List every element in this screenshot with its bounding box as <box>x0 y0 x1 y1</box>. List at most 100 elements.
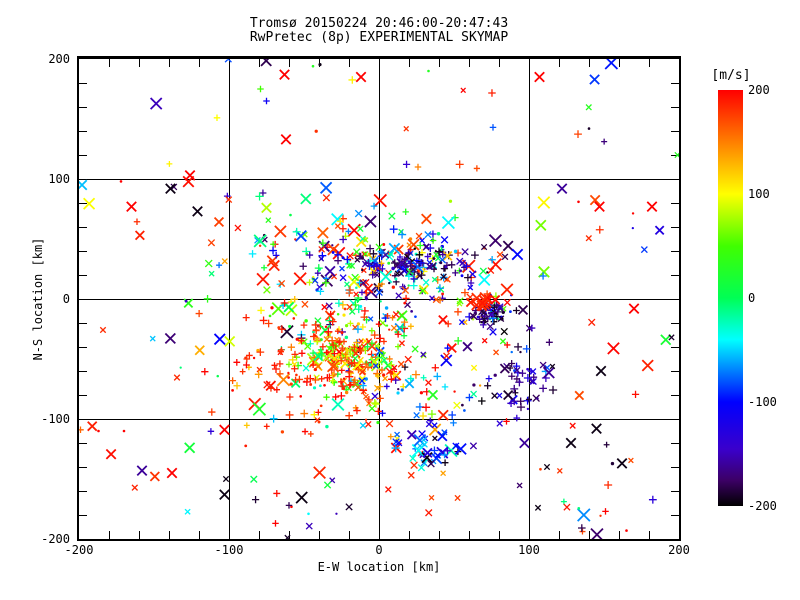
minor-tick-y <box>671 154 679 156</box>
scatter-point <box>323 349 330 356</box>
scatter-point <box>346 303 353 311</box>
scatter-point <box>291 350 299 358</box>
minor-tick-y <box>671 202 679 204</box>
scatter-point <box>339 274 347 282</box>
scatter-point <box>400 318 409 326</box>
scatter-point <box>342 351 349 358</box>
scatter-point <box>314 129 318 133</box>
scatter-point <box>229 377 237 385</box>
scatter-point <box>427 389 439 400</box>
minor-tick-y <box>671 346 679 348</box>
scatter-point <box>280 324 294 339</box>
scatter-point <box>329 377 337 385</box>
scatter-point <box>488 89 496 97</box>
scatter-point <box>379 265 386 272</box>
scatter-point <box>277 348 285 355</box>
scatter-point <box>332 393 340 401</box>
scatter-point <box>589 74 600 85</box>
scatter-point <box>194 345 205 356</box>
scatter-point <box>358 338 365 345</box>
scatter-point <box>368 327 375 334</box>
scatter-point <box>397 230 407 239</box>
scatter-point <box>319 239 327 247</box>
scatter-point <box>424 231 432 239</box>
scatter-point <box>179 366 182 369</box>
scatter-point <box>373 262 381 271</box>
scatter-point <box>454 494 461 502</box>
scatter-point <box>207 239 216 247</box>
scatter-point <box>312 275 315 279</box>
scatter-point <box>480 243 488 251</box>
scatter-point <box>300 409 309 418</box>
x-tick-label-0: 0 <box>375 543 383 557</box>
minor-tick-x <box>288 531 290 539</box>
scatter-point <box>299 361 302 364</box>
scatter-point <box>368 270 377 279</box>
scatter-point <box>394 431 401 438</box>
scatter-point <box>245 364 252 371</box>
colorbar-unit-label: [m/s] <box>711 68 751 83</box>
scatter-point <box>411 370 421 379</box>
x-axis-tick-labels: -200 -100 0 100 200 <box>65 543 690 559</box>
scatter-point <box>499 338 507 345</box>
scatter-point <box>349 378 358 387</box>
scatter-point <box>497 315 505 323</box>
scatter-point <box>389 314 396 321</box>
scatter-point <box>527 367 535 375</box>
scatter-point <box>407 260 411 263</box>
scatter-point <box>208 408 216 416</box>
scatter-point <box>331 244 334 247</box>
scatter-point <box>410 281 418 290</box>
scatter-point <box>276 360 284 368</box>
scatter-point <box>577 508 591 522</box>
scatter-point <box>87 421 98 432</box>
scatter-point <box>258 244 262 248</box>
scatter-point <box>319 384 322 388</box>
scatter-point <box>291 365 298 373</box>
minor-tick-x <box>138 59 140 67</box>
scatter-point <box>274 225 287 238</box>
scatter-point <box>479 291 492 304</box>
scatter-point <box>364 343 371 351</box>
scatter-point <box>484 303 491 310</box>
scatter-point <box>441 459 449 467</box>
scatter-point <box>336 339 343 346</box>
scatter-point <box>201 368 209 376</box>
minor-tick-x <box>168 531 170 539</box>
scatter-point <box>410 461 418 469</box>
scatter-point <box>243 355 251 363</box>
scatter-point <box>379 319 387 327</box>
scatter-point <box>317 227 329 239</box>
scatter-point <box>387 261 391 265</box>
scatter-point <box>587 127 591 130</box>
figure-title-line1: Tromsø 20150224 20:46:00-20:47:43 <box>249 16 509 31</box>
scatter-point <box>417 259 425 267</box>
scatter-point <box>242 314 250 322</box>
scatter-point <box>459 269 462 273</box>
scatter-point <box>278 325 286 333</box>
scatter-point <box>351 301 360 309</box>
scatter-point <box>126 201 137 212</box>
scatter-point <box>369 250 378 258</box>
scatter-point <box>400 383 407 390</box>
scatter-point <box>514 342 523 351</box>
gridline-y--100 <box>79 418 679 420</box>
minor-tick-y <box>79 274 87 276</box>
minor-tick-y <box>671 490 679 492</box>
scatter-point <box>295 337 299 341</box>
scatter-point <box>122 429 126 433</box>
scatter-point <box>244 356 247 359</box>
scatter-point <box>322 194 331 202</box>
scatter-point <box>528 324 536 332</box>
scatter-point <box>359 323 367 331</box>
x-tick-label-200: 200 <box>668 543 690 557</box>
scatter-point <box>409 454 417 462</box>
minor-tick-y <box>79 154 87 156</box>
scatter-point <box>182 175 195 188</box>
y-axis-title: N-S location [km] <box>31 237 45 361</box>
scatter-point <box>370 202 378 210</box>
minor-tick-x <box>408 531 410 539</box>
scatter-point <box>395 292 403 299</box>
scatter-point <box>421 441 428 448</box>
scatter-point <box>382 373 386 377</box>
